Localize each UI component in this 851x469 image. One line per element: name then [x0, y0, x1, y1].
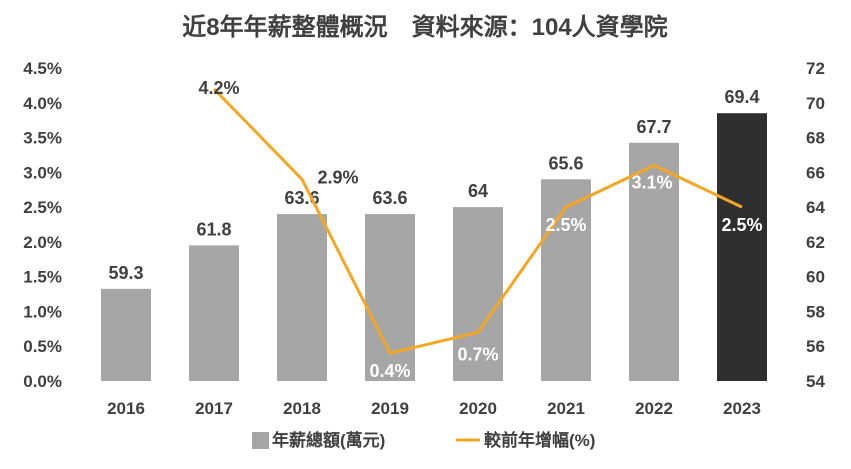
x-tick-label: 2016 — [107, 399, 145, 418]
right-tick-label: 60 — [806, 268, 825, 287]
chart-title: 近8年年薪整體概況 資料來源：104人資學院 — [182, 13, 667, 41]
line-value-label: 0.4% — [369, 361, 410, 381]
right-tick-label: 62 — [806, 233, 825, 252]
growth-line — [212, 87, 743, 355]
line-value-label: 2.5% — [545, 215, 586, 235]
x-tick-label: 2020 — [459, 399, 497, 418]
bar — [101, 288, 151, 381]
legend: 年薪總額(萬元) 較前年增幅(%) — [252, 430, 595, 450]
right-axis: 54 56 58 60 62 64 66 68 70 72 — [806, 59, 825, 391]
line-value-label: 3.1% — [631, 172, 672, 192]
bar-series: 59.3 61.8 63.6 63.6 64 65.6 67.7 69.4 — [101, 87, 767, 381]
left-tick-label: 1.0% — [23, 302, 62, 321]
bar-value-label: 61.8 — [196, 219, 231, 239]
left-axis: 0.0% 0.5% 1.0% 1.5% 2.0% 2.5% 3.0% 3.5% 4.0% 4.5% — [23, 59, 62, 391]
bar — [541, 179, 591, 381]
bar-value-label: 69.4 — [724, 87, 759, 107]
left-tick-label: 0.5% — [23, 337, 62, 356]
x-tick-label: 2017 — [195, 399, 233, 418]
bar — [629, 142, 679, 381]
right-tick-label: 54 — [806, 372, 825, 391]
right-tick-label: 68 — [806, 129, 825, 148]
left-tick-label: 2.0% — [23, 233, 62, 252]
right-tick-label: 58 — [806, 302, 825, 321]
right-tick-label: 72 — [806, 59, 825, 78]
legend-bar-swatch — [252, 432, 269, 449]
bar — [365, 214, 415, 381]
right-tick-label: 66 — [806, 163, 825, 182]
bar — [453, 207, 503, 381]
left-tick-label: 3.5% — [23, 129, 62, 148]
right-tick-label: 56 — [806, 337, 825, 356]
line-value-label: 2.5% — [721, 215, 762, 235]
x-tick-label: 2018 — [283, 399, 321, 418]
right-tick-label: 70 — [806, 94, 825, 113]
left-tick-label: 4.5% — [23, 59, 62, 78]
x-tick-label: 2023 — [723, 399, 761, 418]
legend-line-label: 較前年增幅(%) — [484, 430, 595, 450]
bar — [189, 245, 239, 381]
x-axis: 2016 2017 2018 2019 2020 2021 2022 2023 — [107, 399, 761, 418]
line-series: 4.2% 2.9% 0.4% 0.7% 2.5% 3.1% 2.5% — [198, 78, 762, 381]
x-tick-label: 2021 — [547, 399, 585, 418]
left-tick-label: 0.0% — [23, 372, 62, 391]
bar — [717, 113, 767, 381]
right-tick-label: 64 — [806, 198, 825, 217]
bar-value-label: 63.6 — [372, 188, 407, 208]
line-value-label: 4.2% — [198, 78, 239, 98]
line-value-label: 0.7% — [457, 344, 498, 364]
bar — [277, 214, 327, 381]
bar-value-label: 64 — [468, 181, 488, 201]
left-tick-label: 3.0% — [23, 163, 62, 182]
x-tick-label: 2022 — [635, 399, 673, 418]
left-tick-label: 2.5% — [23, 198, 62, 217]
left-tick-label: 1.5% — [23, 268, 62, 287]
x-tick-label: 2019 — [371, 399, 409, 418]
bar-value-label: 65.6 — [548, 153, 583, 173]
bar-value-label: 59.3 — [108, 263, 143, 283]
left-tick-label: 4.0% — [23, 94, 62, 113]
bar-value-label: 67.7 — [636, 117, 671, 137]
bar-value-label: 63.6 — [284, 188, 319, 208]
line-value-label: 2.9% — [317, 167, 358, 187]
legend-bar-label: 年薪總額(萬元) — [272, 430, 385, 450]
